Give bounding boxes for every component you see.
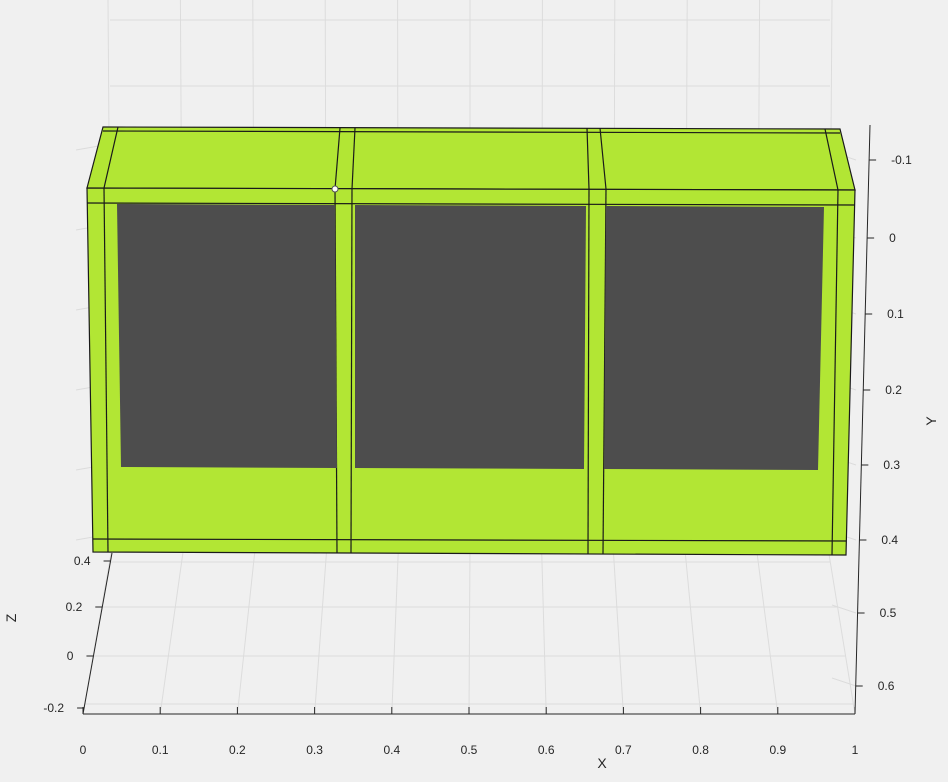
x-tick-label: 0 [80,743,87,757]
data-cursor-marker[interactable] [331,185,339,193]
z-tick-label: 0.4 [74,554,91,568]
panel-left[interactable] [117,204,337,468]
object-edge [587,188,590,555]
object-edge [586,127,590,190]
object-edge [824,128,839,191]
x-tick-label: 1 [852,743,859,757]
y-tick-label: 0.1 [887,307,904,321]
floor-grid-line-x [612,547,624,715]
y-tick-label: 0.2 [885,383,902,397]
floor-grid-line-x [827,547,856,715]
object-edge [92,538,847,542]
axes-box [82,124,871,715]
floor-grid-line-x [468,547,471,715]
floor-grid-line-x [159,547,185,715]
x-tick-label: 0.8 [692,743,709,757]
z-tick-label: 0 [67,649,74,663]
z-tick-label: -0.2 [43,701,64,715]
object-edge [351,127,356,190]
object-edge [602,188,607,555]
object-top-face[interactable] [86,126,856,191]
object-edge [102,130,841,134]
object-edge [350,188,353,554]
y-tick-label: -0.1 [891,153,912,167]
x-tick-label: 0.7 [615,743,632,757]
object-edge [103,187,109,553]
y-tick-label: 0.5 [880,606,897,620]
floor-grid-line-x [314,547,328,715]
object-edge [831,189,839,556]
x-tick-label: 0.2 [229,743,246,757]
x-tick-label: 0.4 [383,743,400,757]
floor-grid-line-x [391,547,399,715]
object-edge [86,202,856,206]
side-wall-grid-line [831,677,857,687]
object-edge [103,126,119,189]
panel-right[interactable] [604,206,824,470]
z-axis-line [82,552,113,715]
z-tick-label: 0.2 [66,600,83,614]
x-tick-label: 0.6 [538,743,555,757]
x-tick-label: 0.5 [461,743,478,757]
3d-object[interactable] [86,126,856,556]
z-axis-label: Z [3,613,19,622]
y-axis-line [854,124,871,715]
tick-labels: 0 0.1 0.2 0.3 0.4 0.5 0.6 0.7 0.8 0.9 1 -0.1 0 0.1 0.2… [43,153,912,757]
y-axis-label: Y [923,416,939,426]
object-edge [599,127,607,190]
floor-grid-line-x [684,547,702,715]
y-tick-label: 0.3 [883,458,900,472]
x-axis-label: X [597,755,607,771]
object-edge [334,127,341,190]
x-tick-label: 0.1 [152,743,169,757]
y-tick-label: 0.6 [878,679,895,693]
y-tick-label: 0.4 [881,533,898,547]
floor-grid-line-x [755,547,779,715]
y-tick-label: 0 [889,231,896,245]
side-wall-grid-line [831,604,857,614]
x-tick-label: 0.3 [306,743,323,757]
floor-grid-line-x [541,547,547,715]
floor-grid-line-x [236,547,256,715]
x-tick-label: 0.9 [769,743,786,757]
panel-middle[interactable] [355,205,586,469]
